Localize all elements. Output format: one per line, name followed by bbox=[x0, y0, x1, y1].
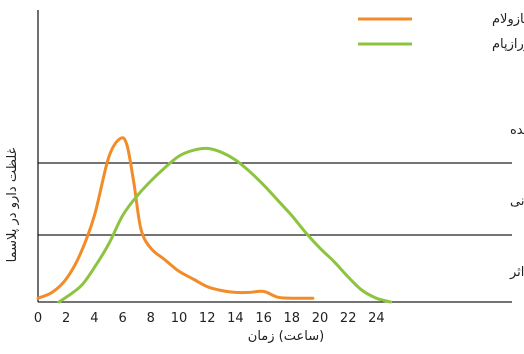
x-tick-16: 16 bbox=[255, 311, 272, 326]
x-tick-2: 2 bbox=[62, 311, 70, 326]
y-axis-label: غلظت دارو در پلاسما bbox=[5, 147, 20, 262]
x-tick-4: 4 bbox=[90, 311, 98, 326]
legend-label-triazolam: تریازولام bbox=[492, 12, 524, 27]
x-tick-14: 14 bbox=[227, 311, 244, 326]
legend: تریازولام لورازپام bbox=[358, 12, 524, 52]
x-tick-12: 12 bbox=[199, 311, 216, 326]
x-tick-24: 24 bbox=[368, 311, 385, 326]
zone-labels: محدودۀ مقدار مسموم‌کننده محدودۀ درمانی م… bbox=[509, 123, 524, 280]
axes bbox=[37, 10, 512, 303]
x-axis-label: (ساعت) زمان bbox=[248, 329, 324, 344]
series-line-lorazepam bbox=[57, 146, 392, 304]
threshold-lines bbox=[38, 162, 512, 236]
zone-label-therapeutic: محدودۀ درمانی bbox=[510, 194, 524, 209]
x-tick-labels: 0 2 4 6 8 10 12 14 16 18 20 22 24 bbox=[34, 311, 385, 326]
x-tick-22: 22 bbox=[340, 311, 357, 326]
x-tick-18: 18 bbox=[284, 311, 301, 326]
legend-label-lorazepam: لورازپام bbox=[492, 37, 524, 52]
x-tick-6: 6 bbox=[118, 311, 126, 326]
zone-label-ineffective: محدودۀ بی‌اثر bbox=[509, 265, 524, 280]
x-tick-0: 0 bbox=[34, 311, 42, 326]
x-tick-10: 10 bbox=[171, 311, 188, 326]
series-line-triazolam bbox=[36, 136, 315, 300]
zone-label-toxic: محدودۀ مقدار مسموم‌کننده bbox=[510, 123, 524, 138]
series-layer bbox=[36, 136, 392, 304]
x-tick-8: 8 bbox=[147, 311, 155, 326]
x-tick-20: 20 bbox=[312, 311, 329, 326]
